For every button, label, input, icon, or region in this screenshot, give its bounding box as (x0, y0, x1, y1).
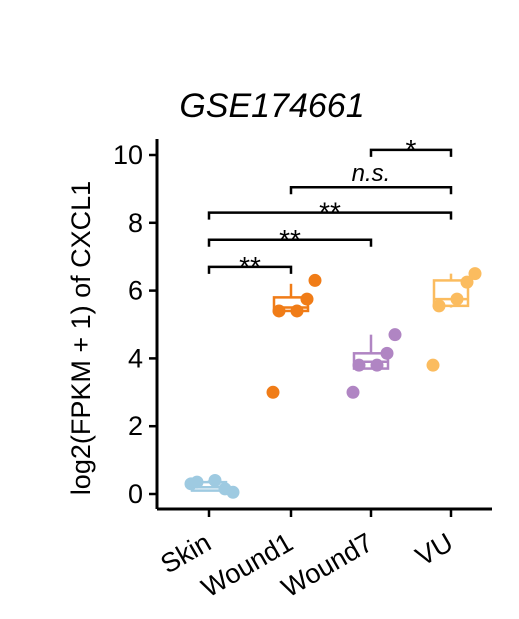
data-point-wound7 (346, 385, 360, 399)
data-point-wound1 (308, 273, 322, 287)
chart-title: GSE174661 (179, 87, 364, 125)
data-point-vu (432, 299, 446, 313)
data-point-wound1 (272, 304, 286, 318)
y-tick-label: 6 (128, 276, 143, 306)
data-point-wound7 (388, 328, 402, 342)
significance-bracket (207, 265, 293, 274)
data-point-skin (190, 475, 204, 489)
x-category-label-vu: VU (411, 527, 458, 572)
significance-bracket (207, 211, 453, 220)
data-point-wound7 (370, 358, 384, 372)
significance-label: ** (319, 197, 341, 228)
data-point-vu (460, 275, 474, 289)
y-tick-label: 4 (128, 343, 143, 373)
significance-label: ** (239, 251, 261, 282)
x-category-label-wound7: Wound7 (276, 527, 378, 603)
data-point-wound7 (380, 346, 394, 360)
significance-bracket (289, 185, 453, 195)
data-point-vu (468, 267, 482, 281)
y-tick-label: 2 (128, 411, 143, 441)
data-point-wound1 (300, 292, 314, 306)
significance-label: ** (279, 224, 301, 255)
x-category-label-wound1: Wound1 (196, 527, 298, 603)
y-tick-label: 0 (128, 479, 143, 509)
data-point-skin (208, 473, 222, 487)
significance-bracket (369, 148, 453, 157)
data-point-wound7 (352, 358, 366, 372)
y-tick-label: 10 (113, 140, 143, 170)
y-tick-label: 8 (128, 208, 143, 238)
data-point-wound1 (290, 304, 304, 318)
significance-label: n.s. (352, 160, 391, 187)
y-axis-label: log2(FPKM + 1) of CXCL1 (66, 181, 96, 495)
data-point-wound1 (266, 385, 280, 399)
data-point-vu (426, 358, 440, 372)
significance-label: * (406, 134, 417, 165)
significance-bracket (207, 238, 373, 247)
data-point-skin (226, 485, 240, 499)
data-point-vu (450, 292, 464, 306)
